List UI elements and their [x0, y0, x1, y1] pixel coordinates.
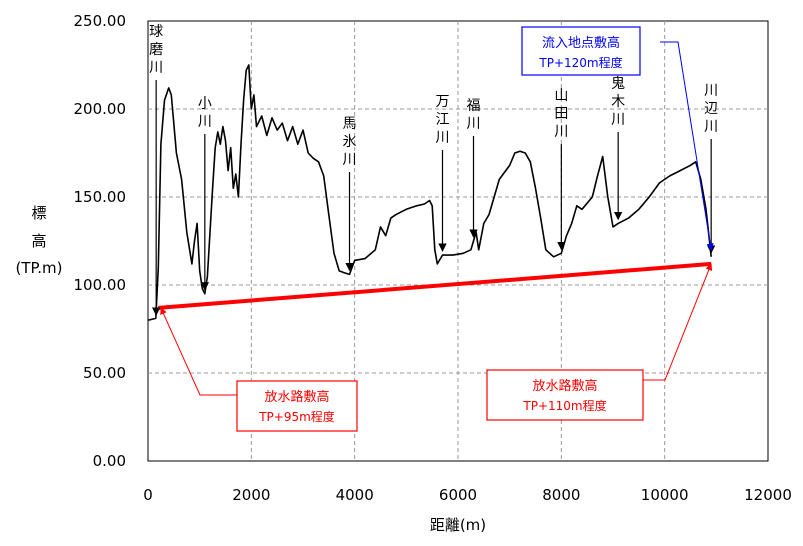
y-tick-label: 50.00 — [83, 364, 126, 382]
x-tick-label: 2000 — [232, 486, 270, 504]
y-tick-label: 150.00 — [74, 188, 127, 206]
y-axis-label-2: 高 — [31, 232, 46, 250]
river-label-char: 川 — [611, 112, 625, 128]
annotation-title: 放水路敷高 — [264, 389, 329, 405]
x-tick-label: 6000 — [439, 486, 477, 504]
x-tick-label: 10000 — [641, 486, 689, 504]
river-label-char: 川 — [198, 114, 212, 130]
river-label-char: 氷 — [343, 134, 357, 150]
river-label-char: 辺 — [704, 101, 718, 117]
x-tick-label: 8000 — [542, 486, 580, 504]
river-label-char: 川 — [554, 124, 568, 140]
river-label-char: 鬼 — [611, 76, 625, 92]
river-label-char: 川 — [467, 116, 481, 132]
y-tick-label: 100.00 — [74, 276, 127, 294]
x-tick-label: 0 — [143, 486, 153, 504]
river-label-char: 木 — [611, 94, 625, 110]
river-label-char: 磨 — [149, 42, 163, 58]
annotation-title: 放水路敷高 — [532, 378, 597, 394]
river-label-char: 万 — [436, 94, 450, 110]
y-tick-label: 200.00 — [74, 100, 127, 118]
river-label-char: 田 — [554, 106, 568, 122]
y-axis-label-1: 標 — [31, 204, 46, 222]
river-label-char: 川 — [149, 60, 163, 76]
y-tick-label: 0.00 — [93, 452, 126, 470]
annotation-subtitle: TP+110m程度 — [522, 398, 606, 413]
y-axis-ticks: 0.00 50.00 100.00 150.00 200.00 250.00 — [74, 12, 127, 470]
river-label-char: 江 — [436, 112, 450, 128]
river-label-char: 川 — [343, 152, 357, 168]
river-label-char: 球 — [149, 24, 163, 40]
y-tick-label: 250.00 — [74, 12, 127, 30]
river-label-char: 山 — [554, 88, 568, 104]
river-label-char: 小 — [198, 96, 212, 112]
annotation-subtitle: TP+95m程度 — [258, 409, 335, 424]
river-label-char: 川 — [704, 119, 718, 135]
annotation-subtitle: TP+120m程度 — [538, 55, 622, 70]
river-label-char: 馬 — [343, 116, 357, 132]
x-axis-ticks: 0 2000 4000 6000 8000 10000 12000 — [143, 486, 792, 504]
river-label-char: 川 — [436, 130, 450, 146]
y-axis-label-3: (TP.m) — [16, 259, 63, 277]
x-tick-label: 4000 — [336, 486, 374, 504]
river-label-char: 福 — [467, 98, 481, 114]
river-label-char: 川 — [704, 83, 718, 99]
annotation-title: 流入地点敷高 — [542, 35, 620, 51]
x-axis-label: 距離(m) — [430, 516, 486, 534]
x-tick-label: 12000 — [744, 486, 792, 504]
